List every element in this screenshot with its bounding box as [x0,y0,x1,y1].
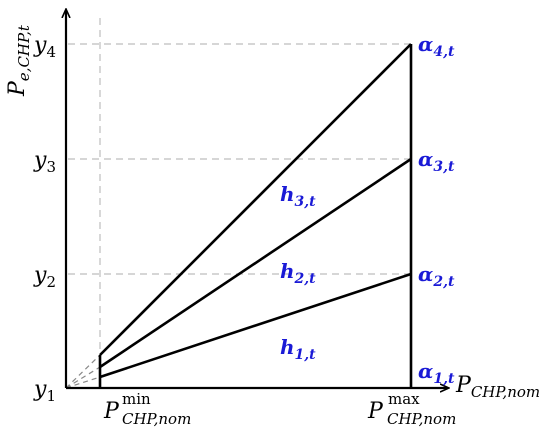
extrapolation-1 [65,376,101,389]
extrapolation-3 [65,354,101,389]
alpha-1-label: α1,t [418,359,455,387]
svg-text:min: min [122,390,151,408]
h-3-label: h3,t [280,182,316,210]
y-axis-label-main: P [5,80,30,97]
alpha-3-label: α3,t [418,147,455,175]
alpha-4-label: α4,t [418,32,455,60]
svg-text:P: P [367,399,384,424]
y-tick-3: y3 [33,148,56,176]
x-axis-label: PCHP,nom [455,373,540,401]
svg-text:Pe,CHP,t: Pe,CHP,t [5,24,33,97]
h-2-label: h2,t [280,259,316,287]
extrapolation-2 [65,366,101,389]
alpha-2-label: α2,t [418,262,455,290]
svg-text:P: P [103,399,120,424]
y-axis-label: Pe,CHP,t [5,24,33,97]
line-alpha4 [99,43,412,356]
svg-text:max: max [388,390,420,408]
y-axis-label-sub: e,CHP,t [15,24,33,81]
x-tick-pmax: P max CHP,nom [367,390,456,428]
y-tick-1: y1 [33,377,56,405]
h-1-label: h1,t [280,335,316,363]
line-alpha2 [99,272,412,379]
y-tick-2: y2 [33,263,56,291]
x-tick-pmin: P min CHP,nom [103,390,191,428]
svg-text:CHP,nom: CHP,nom [122,410,191,428]
y-tick-4: y4 [33,33,56,61]
svg-text:CHP,nom: CHP,nom [387,410,456,428]
line-alpha3 [99,157,412,369]
